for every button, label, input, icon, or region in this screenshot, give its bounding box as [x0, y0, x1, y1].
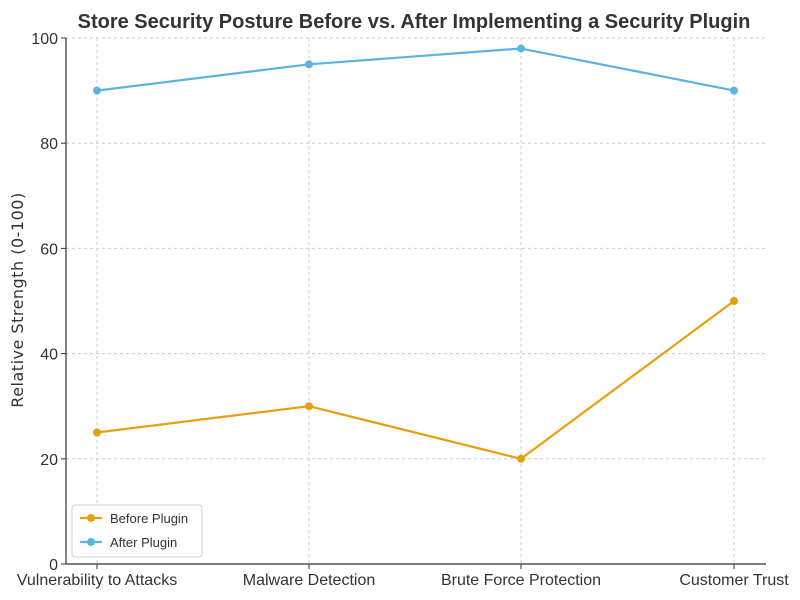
data-point-0-2	[517, 454, 525, 463]
y-tick-label-1: 20	[40, 452, 58, 469]
y-tick-label-3: 60	[40, 241, 58, 258]
tick-labels: 0 20 40 60 80 100 Vulnerability to Attacks Malw…	[17, 31, 789, 589]
data-point-0-1	[305, 402, 313, 411]
data-point-0-0	[93, 428, 101, 437]
legend-marker-0	[87, 514, 95, 522]
legend-box	[71, 504, 203, 558]
legend-label-1: After Plugin	[110, 535, 177, 550]
data-point-1-3	[730, 86, 738, 95]
x-tick-label-1: Malware Detection	[243, 572, 376, 589]
legend: Before Plugin After Plugin	[71, 504, 203, 558]
x-tick-label-0: Vulnerability to Attacks	[17, 572, 177, 589]
y-tick-label-0: 0	[49, 557, 58, 574]
series-line-1	[96, 47, 735, 92]
series-line-0	[96, 300, 735, 460]
legend-marker-1	[87, 538, 95, 546]
data-point-0-3	[730, 297, 738, 305]
y-axis-label: Relative Strength (0-100)	[8, 192, 27, 407]
data-point-1-0	[93, 86, 101, 95]
x-tick-label-3: Customer Trust	[679, 572, 789, 589]
x-tick-label-2: Brute Force Protection	[441, 572, 601, 589]
axes	[61, 37, 766, 569]
series-lines	[93, 44, 738, 463]
y-tick-label-4: 80	[40, 136, 58, 153]
grid-lines	[66, 37, 766, 564]
data-point-1-1	[305, 60, 313, 69]
y-tick-label-5: 100	[31, 31, 58, 48]
legend-label-0: Before Plugin	[110, 511, 188, 526]
chart-title: Store Security Posture Before vs. After …	[78, 11, 751, 33]
data-point-1-2	[517, 44, 525, 53]
y-tick-label-2: 40	[40, 347, 58, 364]
